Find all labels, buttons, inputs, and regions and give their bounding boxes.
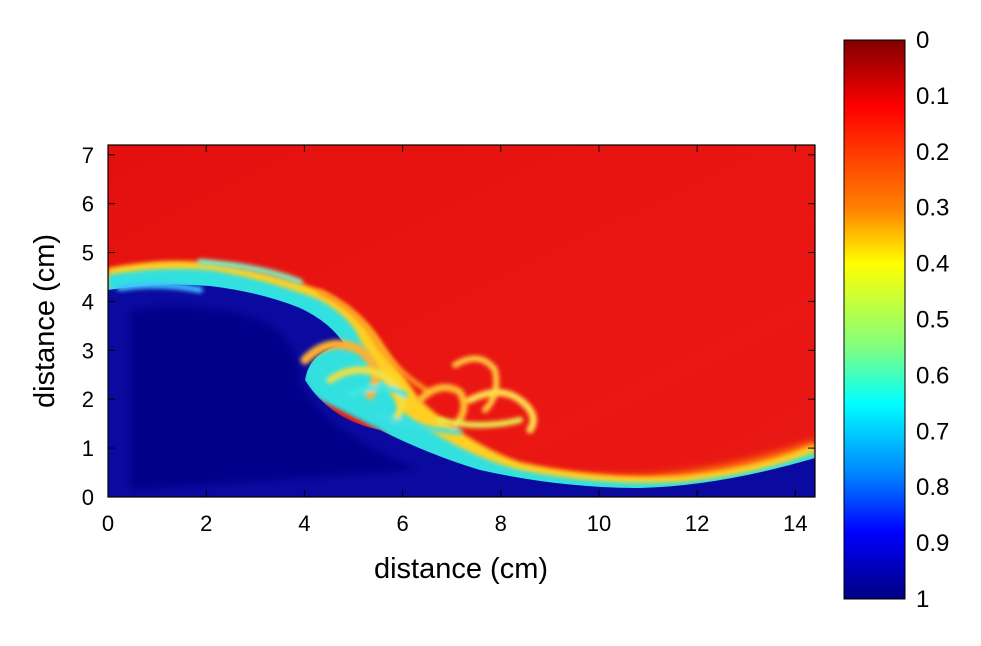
mixing-swirl <box>117 259 537 435</box>
colorbar-tick-label: 0.2 <box>916 139 949 166</box>
x-tick-label: 6 <box>396 511 408 536</box>
colorbar-labels: 0 0.1 0.2 0.3 0.4 0.5 0.6 0.7 0.8 0.9 1 <box>916 27 949 613</box>
y-tick-label: 7 <box>82 143 94 168</box>
colorbar-tick-label: 0.1 <box>916 83 949 110</box>
heatmap-field <box>108 145 815 497</box>
x-tick-label: 4 <box>298 511 310 536</box>
x-tick-label: 2 <box>200 511 212 536</box>
colorbar-tick-label: 0.9 <box>916 530 949 557</box>
x-axis-title: distance (cm) <box>374 553 548 585</box>
y-tick-label: 0 <box>82 485 94 510</box>
y-tick-label: 5 <box>82 241 94 266</box>
y-tick-label: 2 <box>82 387 94 412</box>
x-tick-label: 0 <box>102 511 114 536</box>
colorbar-tick-label: 0.7 <box>916 418 949 445</box>
x-axis: 0 2 4 6 8 10 12 14 <box>102 145 808 536</box>
x-tick-label: 14 <box>783 511 807 536</box>
plot-frame <box>107 144 816 498</box>
x-tick-label: 12 <box>685 511 709 536</box>
colorbar-tick-label: 0.6 <box>916 362 949 389</box>
dense-core <box>130 306 420 490</box>
x-tick-label: 10 <box>587 511 611 536</box>
y-tick-label: 4 <box>82 289 94 314</box>
colorbar-tick-label: 0 <box>916 27 929 54</box>
colorbar-tick-label: 0.4 <box>916 251 949 278</box>
y-tick-label: 1 <box>82 436 94 461</box>
colorbar <box>843 39 906 600</box>
colorbar-tick-label: 0.5 <box>916 307 949 334</box>
x-tick-label: 8 <box>495 511 507 536</box>
colorbar-tick-label: 0.3 <box>916 195 949 222</box>
y-tick-label: 6 <box>82 192 94 217</box>
y-axis-title: distance (cm) <box>29 234 61 408</box>
y-axis: 0 1 2 3 4 5 6 7 <box>82 143 815 510</box>
y-tick-label: 3 <box>82 338 94 363</box>
colorbar-tick-label: 0.8 <box>916 474 949 501</box>
colorbar-tick-label: 1 <box>916 586 929 613</box>
